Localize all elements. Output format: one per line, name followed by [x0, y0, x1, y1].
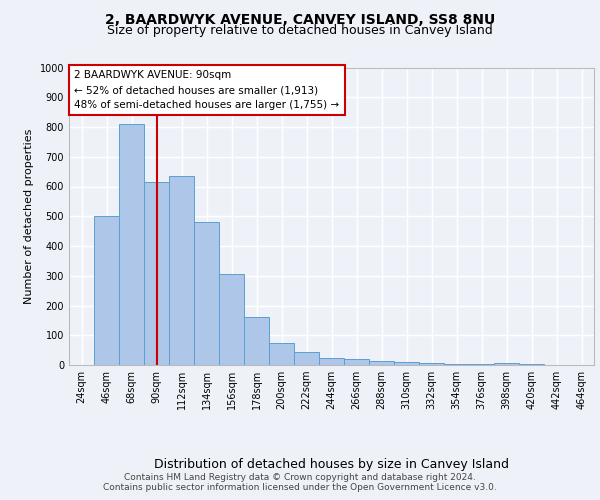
Bar: [344, 359, 369, 365]
Bar: [319, 358, 344, 365]
Bar: [194, 222, 219, 365]
Bar: [269, 342, 294, 365]
X-axis label: Distribution of detached houses by size in Canvey Island: Distribution of detached houses by size …: [154, 458, 509, 471]
Bar: [394, 362, 419, 365]
Text: 2 BAARDWYK AVENUE: 90sqm
← 52% of detached houses are smaller (1,913)
48% of sem: 2 BAARDWYK AVENUE: 90sqm ← 52% of detach…: [74, 70, 340, 110]
Y-axis label: Number of detached properties: Number of detached properties: [24, 128, 34, 304]
Bar: [369, 362, 394, 365]
Text: Size of property relative to detached houses in Canvey Island: Size of property relative to detached ho…: [107, 24, 493, 37]
Bar: [519, 364, 544, 365]
Bar: [244, 318, 269, 365]
Bar: [119, 124, 144, 365]
Text: 2, BAARDWYK AVENUE, CANVEY ISLAND, SS8 8NU: 2, BAARDWYK AVENUE, CANVEY ISLAND, SS8 8…: [105, 12, 495, 26]
Text: Contains HM Land Registry data © Crown copyright and database right 2024.: Contains HM Land Registry data © Crown c…: [124, 472, 476, 482]
Bar: [144, 182, 169, 365]
Bar: [469, 364, 494, 365]
Text: Contains public sector information licensed under the Open Government Licence v3: Contains public sector information licen…: [103, 484, 497, 492]
Bar: [219, 274, 244, 365]
Bar: [294, 352, 319, 365]
Bar: [494, 362, 519, 365]
Bar: [444, 364, 469, 365]
Bar: [169, 176, 194, 365]
Bar: [94, 216, 119, 365]
Bar: [419, 362, 444, 365]
